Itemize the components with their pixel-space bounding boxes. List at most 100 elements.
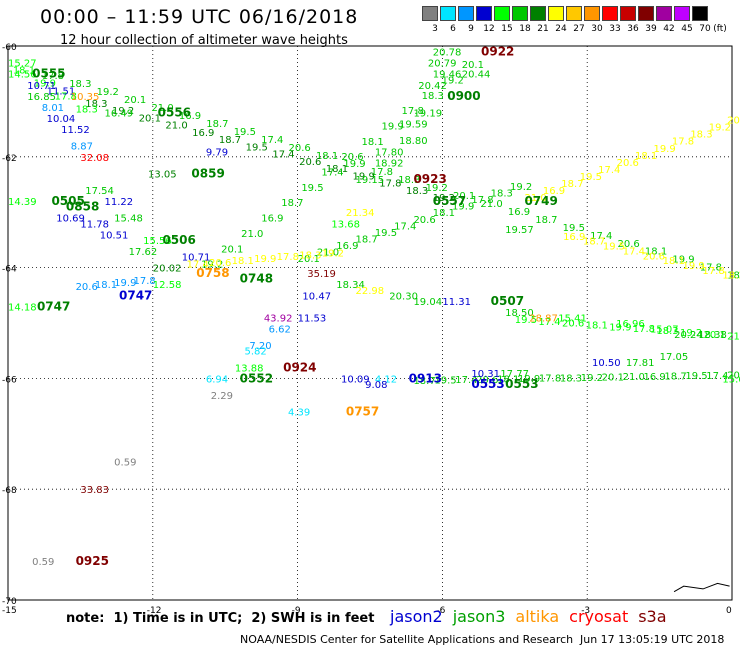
track-value: 19.5	[515, 315, 537, 326]
pass-time-label: 0859	[191, 166, 224, 180]
track-value: 18.7	[356, 234, 378, 245]
track-value: 18.1	[316, 151, 338, 162]
track-value: 19.9	[518, 374, 540, 385]
wave-height-value: 11.22	[105, 197, 134, 208]
scale-label: 3	[432, 24, 438, 34]
pass-time-label: 0747	[119, 288, 152, 302]
legend-item-cryosat: cryosat	[569, 607, 629, 626]
track-value: 16.9	[508, 207, 530, 218]
track-value: 19.2	[680, 328, 702, 339]
track-value: 17.4	[321, 168, 343, 179]
pass-time-label: 0925	[76, 554, 109, 568]
lon-tick-label: -9	[292, 606, 301, 616]
wave-height-value: 28.87	[529, 313, 558, 324]
track-value: 18.7	[535, 215, 557, 226]
wave-height-value: 19.15	[356, 175, 385, 186]
track-value: 18.3	[690, 130, 712, 141]
track-value: 18.7	[413, 376, 435, 387]
scale-label: 18	[519, 24, 531, 34]
pass-time-label: 0748	[240, 272, 273, 286]
track-value: 16.9	[179, 111, 201, 122]
wave-height-value: 7.20	[249, 341, 271, 352]
wave-height-value: 10.31	[471, 369, 500, 380]
lon-tick-label: -12	[147, 606, 162, 616]
wave-height-value: 18.50	[505, 308, 534, 319]
track-value: 20.6	[299, 157, 321, 168]
track-value: 20.1	[221, 244, 243, 255]
scale-swatch	[548, 6, 564, 21]
pass-time-label: 0858	[66, 200, 99, 214]
scale-label: 39	[645, 24, 657, 34]
wave-height-value: 10.71	[27, 81, 56, 92]
track-value: 17.8	[471, 195, 493, 206]
wave-height-value: 9.08	[365, 380, 387, 391]
scale-swatch	[656, 6, 672, 21]
wave-height-value: 10.71	[182, 253, 211, 264]
lat-tick-label: -62	[2, 154, 17, 164]
wave-height-value: 14.39	[8, 197, 37, 208]
track-value: 18.3	[727, 271, 740, 282]
pass-time-label: 0505	[51, 194, 84, 208]
track-value: 18.1	[663, 256, 685, 267]
track-value: 19.9	[382, 122, 404, 133]
scale-swatch	[674, 6, 690, 21]
wave-height-value: 10.04	[47, 114, 76, 125]
lat-tick-label: -60	[2, 43, 17, 53]
track-value: 18.7	[219, 135, 241, 146]
track-value: 19.9	[452, 202, 474, 213]
scale-label: 12	[483, 24, 495, 34]
track-value: 17.4	[394, 221, 416, 232]
track-value: 17.4	[706, 371, 728, 382]
track-value: 18.1	[95, 280, 117, 291]
wave-height-value: 2.29	[211, 391, 233, 402]
track-value: 19.2	[97, 87, 119, 98]
track-value: 20.1	[298, 254, 320, 265]
track-value: 18.3	[722, 271, 740, 282]
pass-time-label: 0553	[505, 377, 538, 391]
track-value: 18.3	[76, 104, 98, 115]
track-value: 17.8	[633, 324, 655, 335]
scale-label: 21	[537, 24, 549, 34]
track-value: 18.3	[406, 186, 428, 197]
wave-height-value: 18.34	[336, 280, 365, 291]
track-value: 19.2	[581, 373, 603, 384]
track-value: 18.1	[635, 151, 657, 162]
wave-height-value: 10.50	[592, 358, 621, 369]
scale-label: 15	[501, 24, 513, 34]
scale-swatch	[584, 6, 600, 21]
wave-height-value: 11.52	[61, 125, 90, 136]
track-value: 18.1	[497, 374, 519, 385]
wave-height-value: 6.94	[206, 374, 228, 385]
wave-height-value: 13.68	[331, 219, 360, 230]
track-value: 18.3	[491, 189, 513, 200]
track-value: 19.5	[301, 183, 323, 194]
track-value: 17.8	[42, 71, 64, 82]
wave-height-value: 17.81	[626, 358, 655, 369]
track-value: 20.6	[643, 251, 665, 262]
scale-label: 24	[555, 24, 567, 34]
scale-unit: (ft)	[713, 24, 727, 34]
track-value: 18.7	[281, 198, 303, 209]
track-value: 20.6	[413, 215, 435, 226]
track-value: 20.6	[476, 375, 498, 386]
lat-tick-label: -68	[2, 486, 17, 496]
track-value: 17.8	[402, 106, 424, 117]
wave-height-value: 18.80	[399, 136, 428, 147]
track-value: 20.6	[562, 319, 584, 330]
wave-height-value: 35.19	[307, 269, 336, 280]
scale-swatch	[458, 6, 474, 21]
page-title: 00:00 – 11:59 UTC 06/16/2018	[40, 6, 359, 28]
track-value: 20.1	[602, 373, 624, 384]
track-value: 19.2	[433, 193, 455, 204]
pass-time-label: 0506	[162, 233, 195, 247]
wave-height-value: 10.09	[341, 374, 370, 385]
wave-height-value: 20.24	[674, 330, 703, 341]
scale-label: 27	[573, 24, 585, 34]
track-value: 17.4	[455, 375, 477, 386]
track-value: 16.9	[644, 372, 666, 383]
scale-swatch	[440, 6, 456, 21]
pass-time-label: 0924	[283, 360, 316, 374]
track-value: 19.9	[672, 255, 694, 266]
wave-height-value: 18.38	[698, 330, 727, 341]
